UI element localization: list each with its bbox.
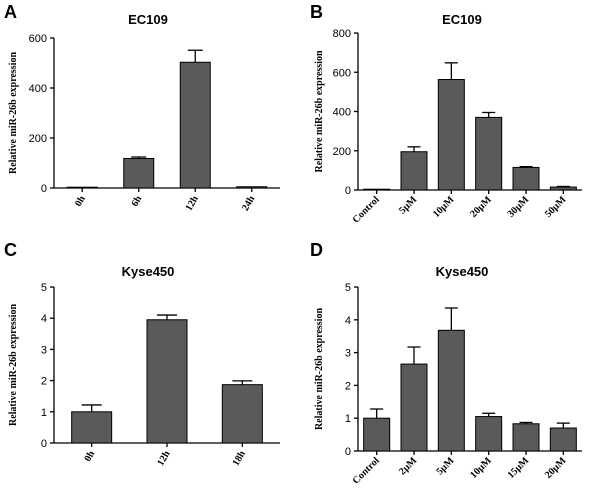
x-tick-label: 12h bbox=[184, 194, 202, 213]
y-axis-label: Relative miR-26b expression bbox=[8, 304, 19, 426]
bar bbox=[146, 319, 188, 444]
x-tick-label: Control bbox=[351, 455, 382, 486]
x-tick-label: Control bbox=[351, 194, 382, 225]
bar bbox=[221, 384, 263, 444]
chart-title: EC109 bbox=[128, 12, 168, 27]
chart-title: Kyse450 bbox=[122, 264, 175, 279]
bar bbox=[400, 151, 428, 191]
y-tick-label: 3 bbox=[41, 344, 47, 356]
bar bbox=[363, 417, 391, 452]
y-axis-label: Relative miR-26b expression bbox=[314, 308, 325, 430]
chart-panel-b: B EC109 Relative miR-26b expression 0 200 400… bbox=[310, 2, 582, 226]
bar bbox=[363, 188, 391, 191]
y-tick-label: 200 bbox=[333, 146, 351, 158]
y-tick-label: 400 bbox=[29, 83, 47, 95]
chart-title: EC109 bbox=[442, 12, 482, 27]
bar bbox=[437, 79, 465, 191]
panel-letter: C bbox=[4, 240, 17, 260]
y-tick-label: 1 bbox=[41, 407, 47, 419]
y-tick-label: 800 bbox=[333, 28, 351, 40]
x-tick-label: 6h bbox=[130, 194, 145, 209]
y-tick-label: 3 bbox=[345, 348, 351, 360]
x-tick-label: 0h bbox=[73, 194, 88, 209]
x-tick-label: 20μM bbox=[468, 194, 494, 220]
y-axis-label: Relative miR-26b expression bbox=[314, 50, 325, 172]
y-tick-label: 400 bbox=[333, 107, 351, 119]
x-tick-label: 30μM bbox=[506, 194, 532, 220]
bar bbox=[512, 166, 540, 191]
y-tick-label: 200 bbox=[29, 133, 47, 145]
y-tick-label: 4 bbox=[345, 315, 351, 327]
x-tick-label: 15μM bbox=[506, 455, 532, 481]
x-tick-label: 50μM bbox=[543, 194, 569, 220]
x-tick-label: 5μM bbox=[397, 194, 419, 216]
y-axis-label: Relative miR-26b expression bbox=[8, 52, 19, 174]
bar bbox=[512, 423, 540, 452]
y-tick-label: 600 bbox=[29, 33, 47, 45]
bar bbox=[549, 186, 577, 191]
bar bbox=[123, 158, 155, 189]
y-tick-label: 0 bbox=[41, 183, 47, 195]
bar bbox=[400, 363, 428, 452]
chart-panel-a: A EC109 Relative miR-26b expression 0 200 400… bbox=[4, 2, 280, 213]
y-tick-label: 2 bbox=[41, 376, 47, 388]
bar bbox=[437, 329, 465, 452]
chart-panel-c: C Kyse450 Relative miR-26b expression 0 1 2 3 4… bbox=[4, 240, 280, 468]
x-tick-label: 5μM bbox=[434, 455, 456, 477]
bar bbox=[549, 427, 577, 452]
panel-letter: A bbox=[4, 2, 17, 22]
y-tick-label: 600 bbox=[333, 67, 351, 79]
chart-panel-d: D Kyse450 Relative miR-26b expression 0 1 2 3 4… bbox=[310, 240, 582, 487]
y-tick-label: 1 bbox=[345, 413, 351, 425]
chart-title: Kyse450 bbox=[436, 264, 489, 279]
x-tick-label: 0h bbox=[82, 449, 97, 464]
x-tick-label: 10μM bbox=[431, 194, 457, 220]
bar bbox=[179, 61, 211, 189]
bar bbox=[71, 411, 113, 444]
panel-letter: D bbox=[310, 240, 323, 260]
y-tick-label: 5 bbox=[345, 282, 351, 294]
x-tick-label: 18h bbox=[231, 449, 249, 468]
bar bbox=[66, 186, 98, 189]
x-tick-label: 20μM bbox=[543, 455, 569, 481]
y-tick-label: 5 bbox=[41, 282, 47, 294]
bar bbox=[236, 186, 268, 189]
bar bbox=[475, 416, 503, 452]
panel-letter: B bbox=[310, 2, 323, 22]
bar bbox=[475, 116, 503, 191]
x-tick-label: 24h bbox=[240, 194, 258, 213]
y-tick-label: 0 bbox=[41, 438, 47, 450]
x-tick-label: 12h bbox=[155, 449, 173, 468]
y-tick-label: 0 bbox=[345, 446, 351, 458]
x-tick-label: 2μM bbox=[397, 455, 419, 477]
y-tick-label: 2 bbox=[345, 380, 351, 392]
y-tick-label: 0 bbox=[345, 185, 351, 197]
y-tick-label: 4 bbox=[41, 313, 47, 325]
x-tick-label: 10μM bbox=[468, 455, 494, 481]
